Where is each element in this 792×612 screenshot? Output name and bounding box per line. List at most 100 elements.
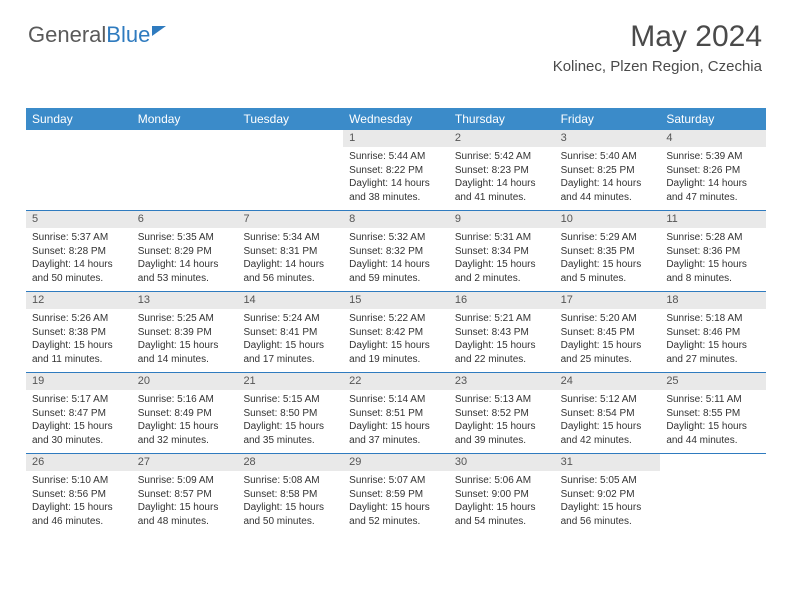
sunrise-text: Sunrise: 5:24 AM bbox=[243, 312, 337, 326]
week-row: 1Sunrise: 5:44 AMSunset: 8:22 PMDaylight… bbox=[26, 130, 766, 211]
sunset-text: Sunset: 9:00 PM bbox=[455, 488, 549, 502]
sunrise-text: Sunrise: 5:39 AM bbox=[666, 150, 760, 164]
day-content: Sunrise: 5:35 AMSunset: 8:29 PMDaylight:… bbox=[132, 228, 238, 291]
day-number: 31 bbox=[555, 454, 661, 471]
sunset-text: Sunset: 8:31 PM bbox=[243, 245, 337, 259]
day-content: Sunrise: 5:11 AMSunset: 8:55 PMDaylight:… bbox=[660, 390, 766, 453]
sunset-text: Sunset: 8:42 PM bbox=[349, 326, 443, 340]
day-number: 11 bbox=[660, 211, 766, 228]
weekday-header: Sunday bbox=[26, 108, 132, 130]
sunrise-text: Sunrise: 5:29 AM bbox=[561, 231, 655, 245]
weekday-header: Wednesday bbox=[343, 108, 449, 130]
sunset-text: Sunset: 8:46 PM bbox=[666, 326, 760, 340]
daylight-text: Daylight: 14 hours and 53 minutes. bbox=[138, 258, 232, 285]
sunrise-text: Sunrise: 5:16 AM bbox=[138, 393, 232, 407]
sunrise-text: Sunrise: 5:13 AM bbox=[455, 393, 549, 407]
day-number: 16 bbox=[449, 292, 555, 309]
sunset-text: Sunset: 8:50 PM bbox=[243, 407, 337, 421]
sunset-text: Sunset: 8:39 PM bbox=[138, 326, 232, 340]
day-number: 3 bbox=[555, 130, 661, 147]
day-content: Sunrise: 5:37 AMSunset: 8:28 PMDaylight:… bbox=[26, 228, 132, 291]
day-content: Sunrise: 5:24 AMSunset: 8:41 PMDaylight:… bbox=[237, 309, 343, 372]
day-number bbox=[26, 130, 132, 135]
sunset-text: Sunset: 8:59 PM bbox=[349, 488, 443, 502]
day-cell bbox=[660, 454, 766, 534]
day-content: Sunrise: 5:31 AMSunset: 8:34 PMDaylight:… bbox=[449, 228, 555, 291]
day-number: 9 bbox=[449, 211, 555, 228]
day-content: Sunrise: 5:17 AMSunset: 8:47 PMDaylight:… bbox=[26, 390, 132, 453]
sunset-text: Sunset: 8:51 PM bbox=[349, 407, 443, 421]
daylight-text: Daylight: 15 hours and 25 minutes. bbox=[561, 339, 655, 366]
sunset-text: Sunset: 8:22 PM bbox=[349, 164, 443, 178]
daylight-text: Daylight: 15 hours and 42 minutes. bbox=[561, 420, 655, 447]
day-content: Sunrise: 5:13 AMSunset: 8:52 PMDaylight:… bbox=[449, 390, 555, 453]
day-cell: 20Sunrise: 5:16 AMSunset: 8:49 PMDayligh… bbox=[132, 373, 238, 453]
day-cell: 31Sunrise: 5:05 AMSunset: 9:02 PMDayligh… bbox=[555, 454, 661, 534]
day-cell: 23Sunrise: 5:13 AMSunset: 8:52 PMDayligh… bbox=[449, 373, 555, 453]
sunrise-text: Sunrise: 5:42 AM bbox=[455, 150, 549, 164]
day-cell: 15Sunrise: 5:22 AMSunset: 8:42 PMDayligh… bbox=[343, 292, 449, 372]
sunrise-text: Sunrise: 5:11 AM bbox=[666, 393, 760, 407]
sunrise-text: Sunrise: 5:34 AM bbox=[243, 231, 337, 245]
sunset-text: Sunset: 8:35 PM bbox=[561, 245, 655, 259]
daylight-text: Daylight: 14 hours and 38 minutes. bbox=[349, 177, 443, 204]
sunrise-text: Sunrise: 5:15 AM bbox=[243, 393, 337, 407]
day-content: Sunrise: 5:15 AMSunset: 8:50 PMDaylight:… bbox=[237, 390, 343, 453]
day-cell: 22Sunrise: 5:14 AMSunset: 8:51 PMDayligh… bbox=[343, 373, 449, 453]
day-cell: 16Sunrise: 5:21 AMSunset: 8:43 PMDayligh… bbox=[449, 292, 555, 372]
daylight-text: Daylight: 15 hours and 54 minutes. bbox=[455, 501, 549, 528]
daylight-text: Daylight: 15 hours and 2 minutes. bbox=[455, 258, 549, 285]
sunrise-text: Sunrise: 5:08 AM bbox=[243, 474, 337, 488]
daylight-text: Daylight: 15 hours and 39 minutes. bbox=[455, 420, 549, 447]
day-content: Sunrise: 5:44 AMSunset: 8:22 PMDaylight:… bbox=[343, 147, 449, 210]
sunset-text: Sunset: 8:58 PM bbox=[243, 488, 337, 502]
day-number: 22 bbox=[343, 373, 449, 390]
weekday-header: Friday bbox=[555, 108, 661, 130]
day-cell: 18Sunrise: 5:18 AMSunset: 8:46 PMDayligh… bbox=[660, 292, 766, 372]
day-content: Sunrise: 5:16 AMSunset: 8:49 PMDaylight:… bbox=[132, 390, 238, 453]
daylight-text: Daylight: 15 hours and 5 minutes. bbox=[561, 258, 655, 285]
day-content: Sunrise: 5:39 AMSunset: 8:26 PMDaylight:… bbox=[660, 147, 766, 210]
day-content: Sunrise: 5:29 AMSunset: 8:35 PMDaylight:… bbox=[555, 228, 661, 291]
sunset-text: Sunset: 8:25 PM bbox=[561, 164, 655, 178]
sunrise-text: Sunrise: 5:20 AM bbox=[561, 312, 655, 326]
weekday-header-row: SundayMondayTuesdayWednesdayThursdayFrid… bbox=[26, 108, 766, 130]
sunrise-text: Sunrise: 5:37 AM bbox=[32, 231, 126, 245]
week-row: 5Sunrise: 5:37 AMSunset: 8:28 PMDaylight… bbox=[26, 211, 766, 292]
day-number: 14 bbox=[237, 292, 343, 309]
day-cell: 21Sunrise: 5:15 AMSunset: 8:50 PMDayligh… bbox=[237, 373, 343, 453]
sunrise-text: Sunrise: 5:22 AM bbox=[349, 312, 443, 326]
day-cell: 7Sunrise: 5:34 AMSunset: 8:31 PMDaylight… bbox=[237, 211, 343, 291]
day-number: 15 bbox=[343, 292, 449, 309]
logo: GeneralBlue bbox=[28, 22, 166, 48]
day-number: 27 bbox=[132, 454, 238, 471]
sunset-text: Sunset: 8:29 PM bbox=[138, 245, 232, 259]
day-content: Sunrise: 5:42 AMSunset: 8:23 PMDaylight:… bbox=[449, 147, 555, 210]
day-number: 25 bbox=[660, 373, 766, 390]
logo-text-part1: General bbox=[28, 22, 106, 48]
sunset-text: Sunset: 8:41 PM bbox=[243, 326, 337, 340]
daylight-text: Daylight: 15 hours and 52 minutes. bbox=[349, 501, 443, 528]
day-cell bbox=[132, 130, 238, 210]
day-cell: 6Sunrise: 5:35 AMSunset: 8:29 PMDaylight… bbox=[132, 211, 238, 291]
logo-triangle-icon bbox=[152, 26, 166, 36]
sunset-text: Sunset: 8:36 PM bbox=[666, 245, 760, 259]
daylight-text: Daylight: 15 hours and 30 minutes. bbox=[32, 420, 126, 447]
sunset-text: Sunset: 8:26 PM bbox=[666, 164, 760, 178]
sunrise-text: Sunrise: 5:31 AM bbox=[455, 231, 549, 245]
week-row: 26Sunrise: 5:10 AMSunset: 8:56 PMDayligh… bbox=[26, 454, 766, 534]
sunrise-text: Sunrise: 5:06 AM bbox=[455, 474, 549, 488]
week-row: 19Sunrise: 5:17 AMSunset: 8:47 PMDayligh… bbox=[26, 373, 766, 454]
day-number: 17 bbox=[555, 292, 661, 309]
sunrise-text: Sunrise: 5:44 AM bbox=[349, 150, 443, 164]
day-cell: 26Sunrise: 5:10 AMSunset: 8:56 PMDayligh… bbox=[26, 454, 132, 534]
sunset-text: Sunset: 8:34 PM bbox=[455, 245, 549, 259]
logo-text-part2: Blue bbox=[106, 22, 150, 48]
sunrise-text: Sunrise: 5:18 AM bbox=[666, 312, 760, 326]
day-content: Sunrise: 5:12 AMSunset: 8:54 PMDaylight:… bbox=[555, 390, 661, 453]
daylight-text: Daylight: 15 hours and 35 minutes. bbox=[243, 420, 337, 447]
sunrise-text: Sunrise: 5:09 AM bbox=[138, 474, 232, 488]
day-cell bbox=[26, 130, 132, 210]
day-cell: 10Sunrise: 5:29 AMSunset: 8:35 PMDayligh… bbox=[555, 211, 661, 291]
daylight-text: Daylight: 15 hours and 8 minutes. bbox=[666, 258, 760, 285]
